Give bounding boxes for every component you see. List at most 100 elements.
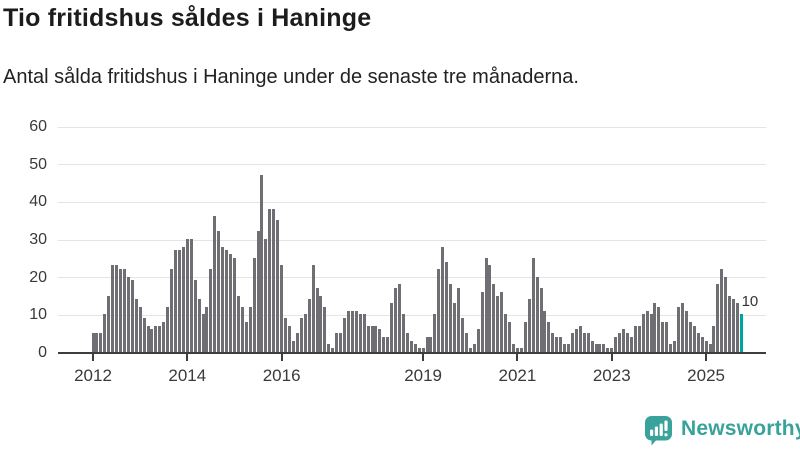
- bar: [229, 254, 233, 352]
- bar: [504, 314, 508, 352]
- bar: [421, 348, 425, 352]
- bar: [551, 333, 555, 352]
- bar: [449, 284, 453, 352]
- bar: [649, 314, 653, 352]
- bar: [95, 333, 99, 352]
- newsworthy-logo[interactable]: Newsworthy: [644, 415, 800, 446]
- bar: [166, 306, 170, 352]
- bar: [268, 208, 272, 352]
- bar: [354, 310, 358, 352]
- bar: [284, 318, 288, 352]
- bar: [696, 333, 700, 352]
- bar: [602, 344, 606, 352]
- bar: [480, 291, 484, 352]
- bar: [681, 303, 684, 352]
- bar: [661, 321, 665, 352]
- bar: [567, 344, 571, 352]
- bar: [307, 299, 311, 352]
- bar: [154, 325, 158, 352]
- bar: [91, 333, 95, 352]
- bar: [586, 333, 590, 352]
- bar: [476, 329, 480, 352]
- bar: [484, 257, 488, 352]
- bar: [614, 336, 618, 352]
- bar: [174, 250, 178, 352]
- bar: [574, 329, 578, 352]
- bar: [669, 344, 673, 352]
- bar: [570, 333, 574, 352]
- bar: [594, 344, 598, 352]
- bar: [637, 325, 641, 352]
- bar: [162, 321, 166, 352]
- highlighted-bar: [739, 314, 743, 352]
- bar: [315, 287, 319, 352]
- bar: [146, 325, 150, 352]
- bar: [409, 340, 413, 352]
- y-axis-label-30: 30: [29, 231, 47, 248]
- bar: [130, 280, 134, 352]
- x-axis-label-2021: 2021: [498, 366, 537, 385]
- bar: [370, 325, 374, 352]
- x-axis-tick-2023: [610, 354, 613, 361]
- bar: [107, 295, 111, 352]
- bar: [122, 269, 126, 352]
- bar: [606, 348, 610, 352]
- bar: [492, 284, 496, 352]
- bar: [260, 174, 264, 352]
- chart-subtitle: Antal sålda fritidshus i Haninge under d…: [3, 66, 579, 88]
- bar: [134, 299, 138, 352]
- bar: [519, 348, 523, 352]
- bar: [657, 306, 661, 352]
- x-axis-tick-2021: [516, 354, 519, 361]
- bar: [205, 306, 209, 352]
- bar: [339, 333, 343, 352]
- bar: [232, 257, 236, 352]
- bar: [350, 310, 354, 352]
- bar: [244, 321, 248, 352]
- bar: [641, 314, 645, 352]
- gridline-40: [58, 201, 766, 203]
- bar: [291, 340, 295, 352]
- y-axis-label-20: 20: [29, 268, 47, 286]
- bar: [622, 329, 626, 352]
- bar: [684, 310, 688, 352]
- bar: [500, 291, 504, 352]
- bar: [618, 333, 622, 352]
- bar: [559, 336, 563, 352]
- bar: [555, 336, 559, 352]
- bar: [323, 306, 327, 352]
- bar: [382, 336, 386, 352]
- bar: [177, 250, 181, 352]
- x-axis-label-2014: 2014: [168, 366, 207, 385]
- bar: [189, 239, 193, 352]
- bar: [138, 306, 142, 352]
- bar: [512, 344, 515, 352]
- page-title: Tio fritidshus såldes i Haninge: [3, 4, 372, 32]
- bar: [303, 314, 307, 352]
- bar: [343, 318, 347, 352]
- bar: [653, 303, 657, 352]
- bar: [331, 348, 335, 352]
- bar: [716, 284, 720, 352]
- bar: [425, 336, 429, 352]
- bar: [625, 333, 629, 352]
- bar: [240, 306, 244, 352]
- highlight-value-label: 10: [741, 293, 759, 311]
- bar: [115, 265, 119, 352]
- x-axis-line: [58, 352, 766, 354]
- bar: [728, 295, 732, 352]
- bar: [543, 310, 547, 352]
- bar: [378, 329, 382, 352]
- bar: [578, 325, 582, 352]
- bar: [496, 295, 500, 352]
- x-axis-tick-2012: [92, 354, 94, 361]
- bar: [527, 299, 531, 352]
- bar: [252, 257, 256, 352]
- bar: [158, 325, 162, 352]
- y-axis-label-60: 60: [29, 118, 47, 135]
- bar: [413, 344, 417, 352]
- bar: [645, 310, 649, 352]
- bar: [236, 295, 240, 352]
- bar: [472, 344, 476, 352]
- bar: [390, 303, 394, 352]
